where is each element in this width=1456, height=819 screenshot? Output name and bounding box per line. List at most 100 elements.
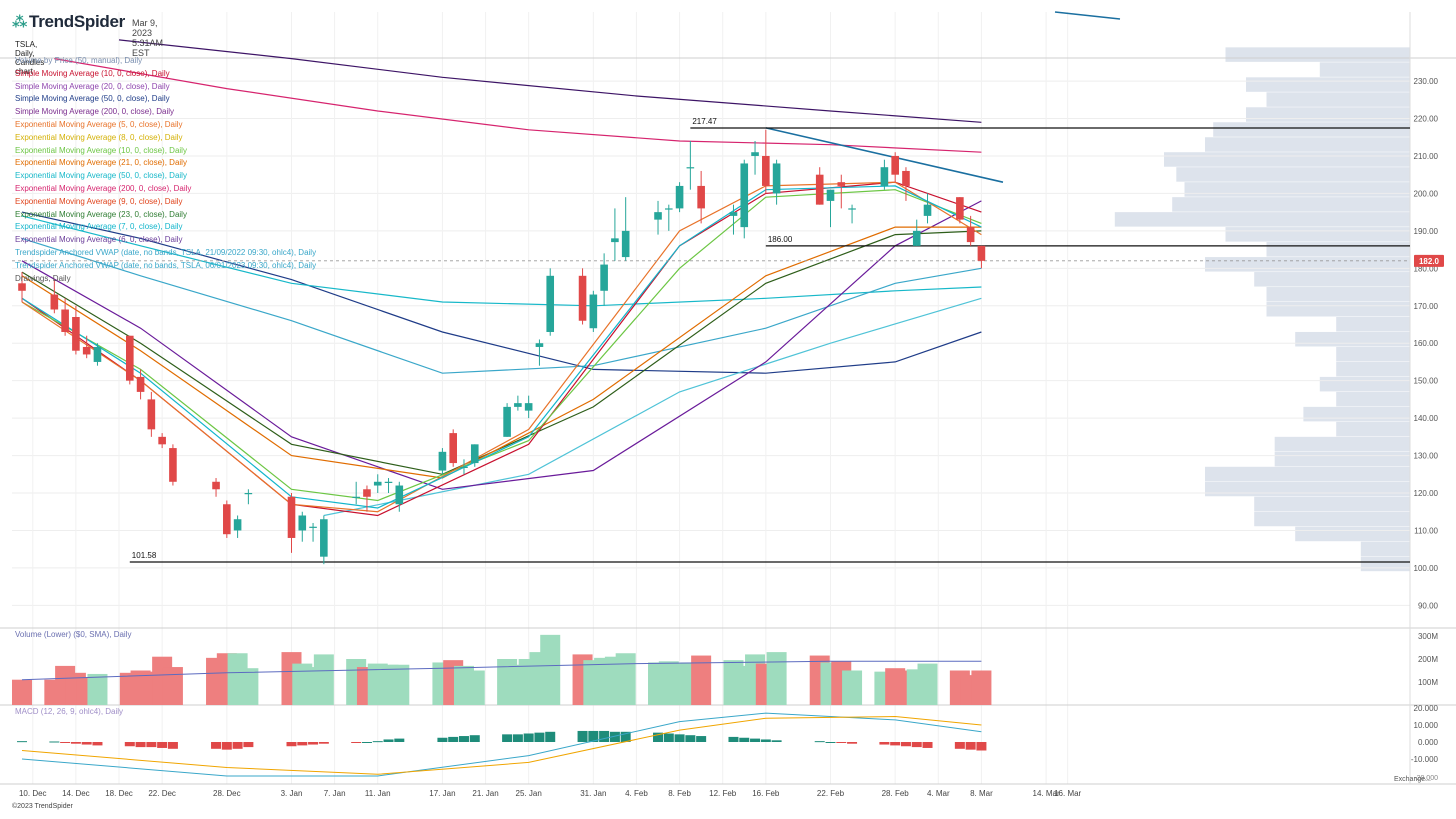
volume-by-price-bar xyxy=(1274,436,1410,452)
macd-histogram-bar xyxy=(900,742,911,747)
candle-body xyxy=(223,504,231,535)
macd-histogram-bar xyxy=(49,741,60,743)
date-tick-label: 8. Mar xyxy=(970,789,993,798)
macd-histogram-bar xyxy=(92,742,103,746)
macd-histogram-bar xyxy=(211,742,222,749)
volume-by-price-bar xyxy=(1114,212,1410,227)
volume-by-price-bar xyxy=(1266,92,1410,107)
volume-by-price-bar xyxy=(1254,496,1410,512)
moving-average-line xyxy=(21,237,982,374)
macd-histogram-bar xyxy=(60,742,71,743)
candle-body xyxy=(621,230,630,258)
macd-histogram-bar xyxy=(383,739,394,742)
legend-item[interactable]: Exponential Moving Average (50, 0, close… xyxy=(15,171,187,181)
volume-by-price-bar xyxy=(1295,526,1410,542)
volume-by-price-bar xyxy=(1360,541,1410,557)
legend-item[interactable]: Simple Moving Average (10, 0, close), Da… xyxy=(15,68,170,78)
volume-bar xyxy=(238,668,259,705)
candle-body xyxy=(912,230,921,246)
legend-item[interactable]: Simple Moving Average (20, 0, close), Da… xyxy=(15,81,170,91)
macd-histogram-bar xyxy=(620,731,631,742)
candle-body xyxy=(384,481,393,483)
volume-by-price-bar xyxy=(1303,406,1410,422)
price-tick-label: 90.00 xyxy=(1418,601,1439,610)
legend-item[interactable]: Drawings, Daily xyxy=(15,273,71,283)
volume-by-price-bar xyxy=(1336,346,1410,362)
horizontal-level-label: 217.47 xyxy=(692,117,717,126)
candle-body xyxy=(50,294,59,310)
macd-histogram-bar xyxy=(469,735,480,742)
macd-histogram-bar xyxy=(534,732,545,742)
price-tick-label: 150.00 xyxy=(1414,377,1439,386)
legend-item[interactable]: Exponential Moving Average (23, 0, close… xyxy=(15,209,187,219)
date-tick-label: 3. Jan xyxy=(281,789,303,798)
price-tick-label: 200.00 xyxy=(1414,189,1439,198)
macd-histogram-bar xyxy=(879,742,890,745)
volume-by-price-bar xyxy=(1246,107,1410,122)
volume-bar xyxy=(917,663,938,705)
legend-item[interactable]: Trendspider Anchored VWAP (date, no band… xyxy=(15,247,317,257)
price-tick-label: 120.00 xyxy=(1414,489,1439,498)
volume-bar xyxy=(313,654,334,705)
macd-tick-label: -20.000 xyxy=(1414,775,1438,782)
legend-item[interactable]: Trendspider Anchored VWAP (date, no band… xyxy=(15,260,317,270)
moving-average-line xyxy=(21,211,982,374)
macd-histogram-bar xyxy=(836,742,847,743)
candle-body xyxy=(611,238,619,243)
volume-bar xyxy=(12,679,32,705)
date-tick-label: 10. Dec xyxy=(19,789,47,798)
date-tick-label: 16. Feb xyxy=(752,789,780,798)
candle-body xyxy=(966,227,975,243)
volume-by-price-bar xyxy=(1205,257,1410,272)
macd-histogram-bar xyxy=(221,742,232,750)
legend-item[interactable]: Exponential Moving Average (5, 0, close)… xyxy=(15,119,183,129)
macd-histogram-bar xyxy=(825,742,836,743)
macd-histogram-bar xyxy=(232,742,243,749)
candle-body xyxy=(72,317,80,351)
candle-body xyxy=(762,155,770,186)
legend-item[interactable]: Exponential Moving Average (6, 0, close)… xyxy=(15,235,183,245)
price-tick-label: 220.00 xyxy=(1414,115,1439,124)
macd-histogram-bar xyxy=(458,736,469,742)
macd-histogram-bar xyxy=(696,736,707,742)
legend-item[interactable]: Simple Moving Average (200, 0, close), D… xyxy=(15,107,175,117)
legend-item[interactable]: Volume by Price (50, manual), Daily xyxy=(15,56,143,65)
volume-by-price-bar xyxy=(1184,182,1410,197)
legend-item[interactable]: Exponential Moving Average (8, 0, close)… xyxy=(15,132,183,142)
macd-panel-label: MACD (12, 26, 9, ohlc4), Daily xyxy=(15,707,124,716)
macd-histogram-bar xyxy=(609,731,620,742)
candle-body xyxy=(600,264,608,291)
macd-tick-label: 0.000 xyxy=(1418,738,1439,747)
macd-histogram-bar xyxy=(318,742,329,744)
macd-histogram-bar xyxy=(81,742,92,745)
legend-item[interactable]: Exponential Moving Average (7, 0, close)… xyxy=(15,222,183,232)
candle-body xyxy=(460,466,468,469)
candle-body xyxy=(675,185,684,209)
candle-body xyxy=(470,444,479,464)
macd-histogram-bar xyxy=(685,735,696,742)
legend-item[interactable]: Exponential Moving Average (200, 0, clos… xyxy=(15,183,192,193)
legend-item[interactable]: Exponential Moving Average (10, 0, close… xyxy=(15,145,187,155)
copyright: ©2023 TrendSpider xyxy=(12,803,73,810)
volume-by-price-bar xyxy=(1266,302,1410,317)
candle-body xyxy=(815,174,824,205)
candle-body xyxy=(449,433,457,464)
moving-average-line xyxy=(21,189,982,502)
legend-item[interactable]: Exponential Moving Average (9, 0, close)… xyxy=(15,196,183,206)
candle-body xyxy=(169,448,177,482)
legend-item[interactable]: Exponential Moving Average (21, 0, close… xyxy=(15,158,187,168)
legend-item[interactable]: Simple Moving Average (50, 0, close), Da… xyxy=(15,94,170,104)
volume-by-price-bar xyxy=(1266,287,1410,302)
moving-average-line xyxy=(118,39,982,123)
macd-histogram-bar xyxy=(911,742,922,748)
price-tick-label: 210.00 xyxy=(1414,152,1439,161)
date-tick-label: 21. Jan xyxy=(472,789,498,798)
volume-by-price-bar xyxy=(1254,511,1410,527)
macd-line xyxy=(21,712,982,777)
volume-bar xyxy=(464,670,485,705)
macd-tick-label: 10.000 xyxy=(1414,721,1439,730)
macd-histogram-bar xyxy=(771,740,782,742)
candle-body xyxy=(438,451,447,471)
